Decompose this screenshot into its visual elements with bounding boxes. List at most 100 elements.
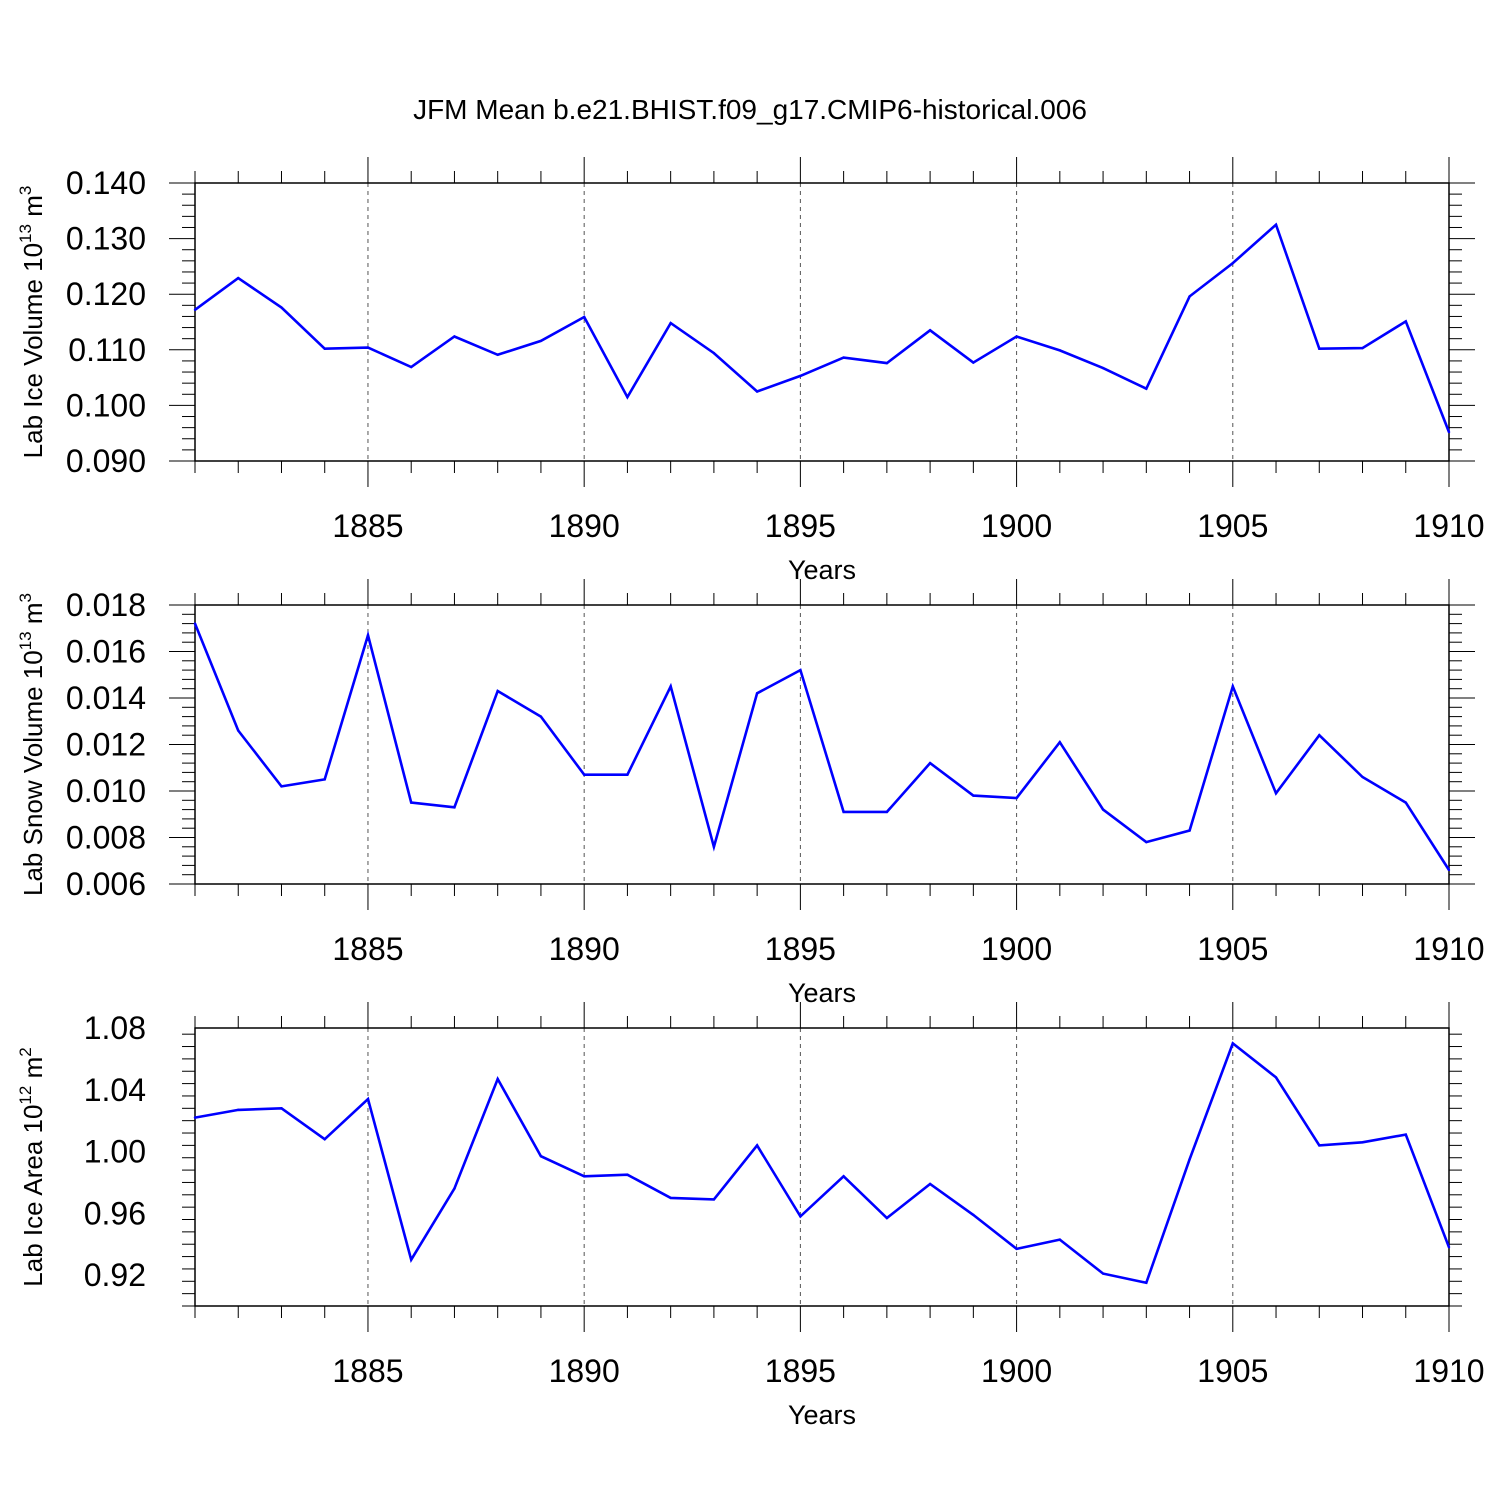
data-point <box>972 1213 975 1217</box>
data-point <box>1318 734 1321 737</box>
data-point <box>1015 335 1018 338</box>
y-axis-label: Lab Ice Area 1012 m2 <box>16 1047 48 1286</box>
chart-panel-2: 0.006 0.008 0.010 0.012 0.014 0.016 0.018 1885 1… <box>16 579 1485 1008</box>
data-point <box>323 1138 326 1141</box>
y-axis-label-unit-exponent: 3 <box>16 186 35 195</box>
y-axis-label-unit-exponent: 2 <box>16 1047 35 1056</box>
y-tick-label: 0.018 <box>66 587 146 623</box>
data-point <box>799 1215 802 1218</box>
y-tick-label: 0.120 <box>66 276 146 312</box>
data-point <box>669 321 672 325</box>
series-line <box>194 222 1451 433</box>
data-point <box>1274 1076 1278 1079</box>
data-point <box>539 715 543 718</box>
data-point <box>582 773 586 776</box>
x-tick-label: 1895 <box>765 508 836 544</box>
data-point <box>193 1116 197 1119</box>
data-point <box>1404 801 1407 804</box>
y-axis-label-exponent: 12 <box>16 1086 35 1105</box>
figure-title: JFM Mean b.e21.BHIST.f09_g17.CMIP6-histo… <box>413 94 1087 125</box>
y-axis-label-text: Lab Ice Area 10 <box>18 1105 48 1287</box>
data-point <box>582 315 586 319</box>
data-point <box>366 1097 370 1101</box>
data-point <box>1101 366 1105 370</box>
series-line <box>194 1041 1451 1285</box>
data-point <box>842 1175 845 1178</box>
y-tick-label: 0.016 <box>66 634 146 670</box>
data-point <box>496 689 499 693</box>
data-point <box>1015 796 1018 800</box>
data-point <box>496 353 499 357</box>
x-axis-label: Years <box>788 1400 856 1430</box>
data-point <box>1101 1272 1105 1275</box>
series-line <box>193 623 1451 871</box>
y-tick-label: 0.006 <box>66 866 146 902</box>
data-point <box>1188 295 1191 298</box>
data-point <box>755 390 759 393</box>
x-tick-label: 1885 <box>332 931 403 967</box>
plot-frame <box>194 182 1450 462</box>
data-point <box>626 395 629 399</box>
data-point <box>1361 346 1364 350</box>
y-tick-label: 0.92 <box>84 1257 146 1293</box>
data-point <box>928 761 932 765</box>
y-tick-label: 0.008 <box>66 820 146 856</box>
y-tick-label: 0.96 <box>84 1195 146 1231</box>
x-tick-label: 1910 <box>1413 508 1484 544</box>
data-point <box>799 374 802 378</box>
x-tick-label: 1900 <box>981 508 1052 544</box>
data-point <box>366 634 370 637</box>
y-tick-label: 0.110 <box>68 332 146 368</box>
chart-panel-1: 0.090 0.100 0.110 0.120 0.130 0.140 1885 1890 18… <box>16 157 1485 585</box>
data-point <box>1318 1144 1321 1147</box>
data-point <box>410 365 413 369</box>
data-point <box>712 351 716 355</box>
data-point <box>626 1173 629 1176</box>
data-point <box>1145 1281 1148 1285</box>
data-point <box>842 356 845 359</box>
y-tick-label: 1.04 <box>84 1072 146 1108</box>
data-point <box>712 845 716 848</box>
data-point <box>669 1196 672 1200</box>
data-point <box>237 729 240 732</box>
data-point <box>799 668 802 672</box>
x-tick-label: 1885 <box>332 508 403 544</box>
data-point <box>1274 792 1278 795</box>
y-tick-label: 1.08 <box>84 1010 146 1046</box>
data-point <box>1231 685 1234 688</box>
data-point <box>885 361 889 365</box>
data-point <box>539 339 543 343</box>
data-point <box>669 685 672 688</box>
y-axis-label-unit: m <box>18 1057 48 1086</box>
x-tick-label: 1910 <box>1413 931 1484 967</box>
data-point <box>885 1216 889 1220</box>
data-point <box>237 276 240 280</box>
data-point <box>1231 1042 1234 1045</box>
data-point <box>1404 1133 1407 1136</box>
data-point <box>626 773 629 776</box>
x-axis-label: Years <box>788 978 856 1008</box>
data-point <box>842 810 845 814</box>
x-tick-label: 1890 <box>549 1353 620 1389</box>
data-point <box>1274 223 1278 226</box>
data-point <box>453 1187 456 1190</box>
data-point <box>280 306 283 309</box>
data-point <box>453 806 456 809</box>
x-tick-label: 1905 <box>1197 1353 1268 1389</box>
data-point <box>582 1175 586 1178</box>
y-axis-label-unit-exponent: 3 <box>16 593 35 602</box>
data-point <box>1361 1141 1364 1144</box>
data-point <box>1447 1246 1451 1249</box>
x-tick-label: 1895 <box>765 1353 836 1389</box>
data-point <box>539 1154 543 1158</box>
data-point <box>1318 347 1321 350</box>
x-tick-label: 1900 <box>981 1353 1052 1389</box>
y-tick-label: 0.010 <box>66 773 146 809</box>
data-point <box>1404 320 1407 323</box>
data-point <box>1058 740 1062 744</box>
data-point <box>1447 430 1451 434</box>
data-point <box>496 1077 499 1081</box>
y-axis-label: Lab Ice Volume 1013 m3 <box>16 186 48 459</box>
data-point <box>712 1198 716 1201</box>
